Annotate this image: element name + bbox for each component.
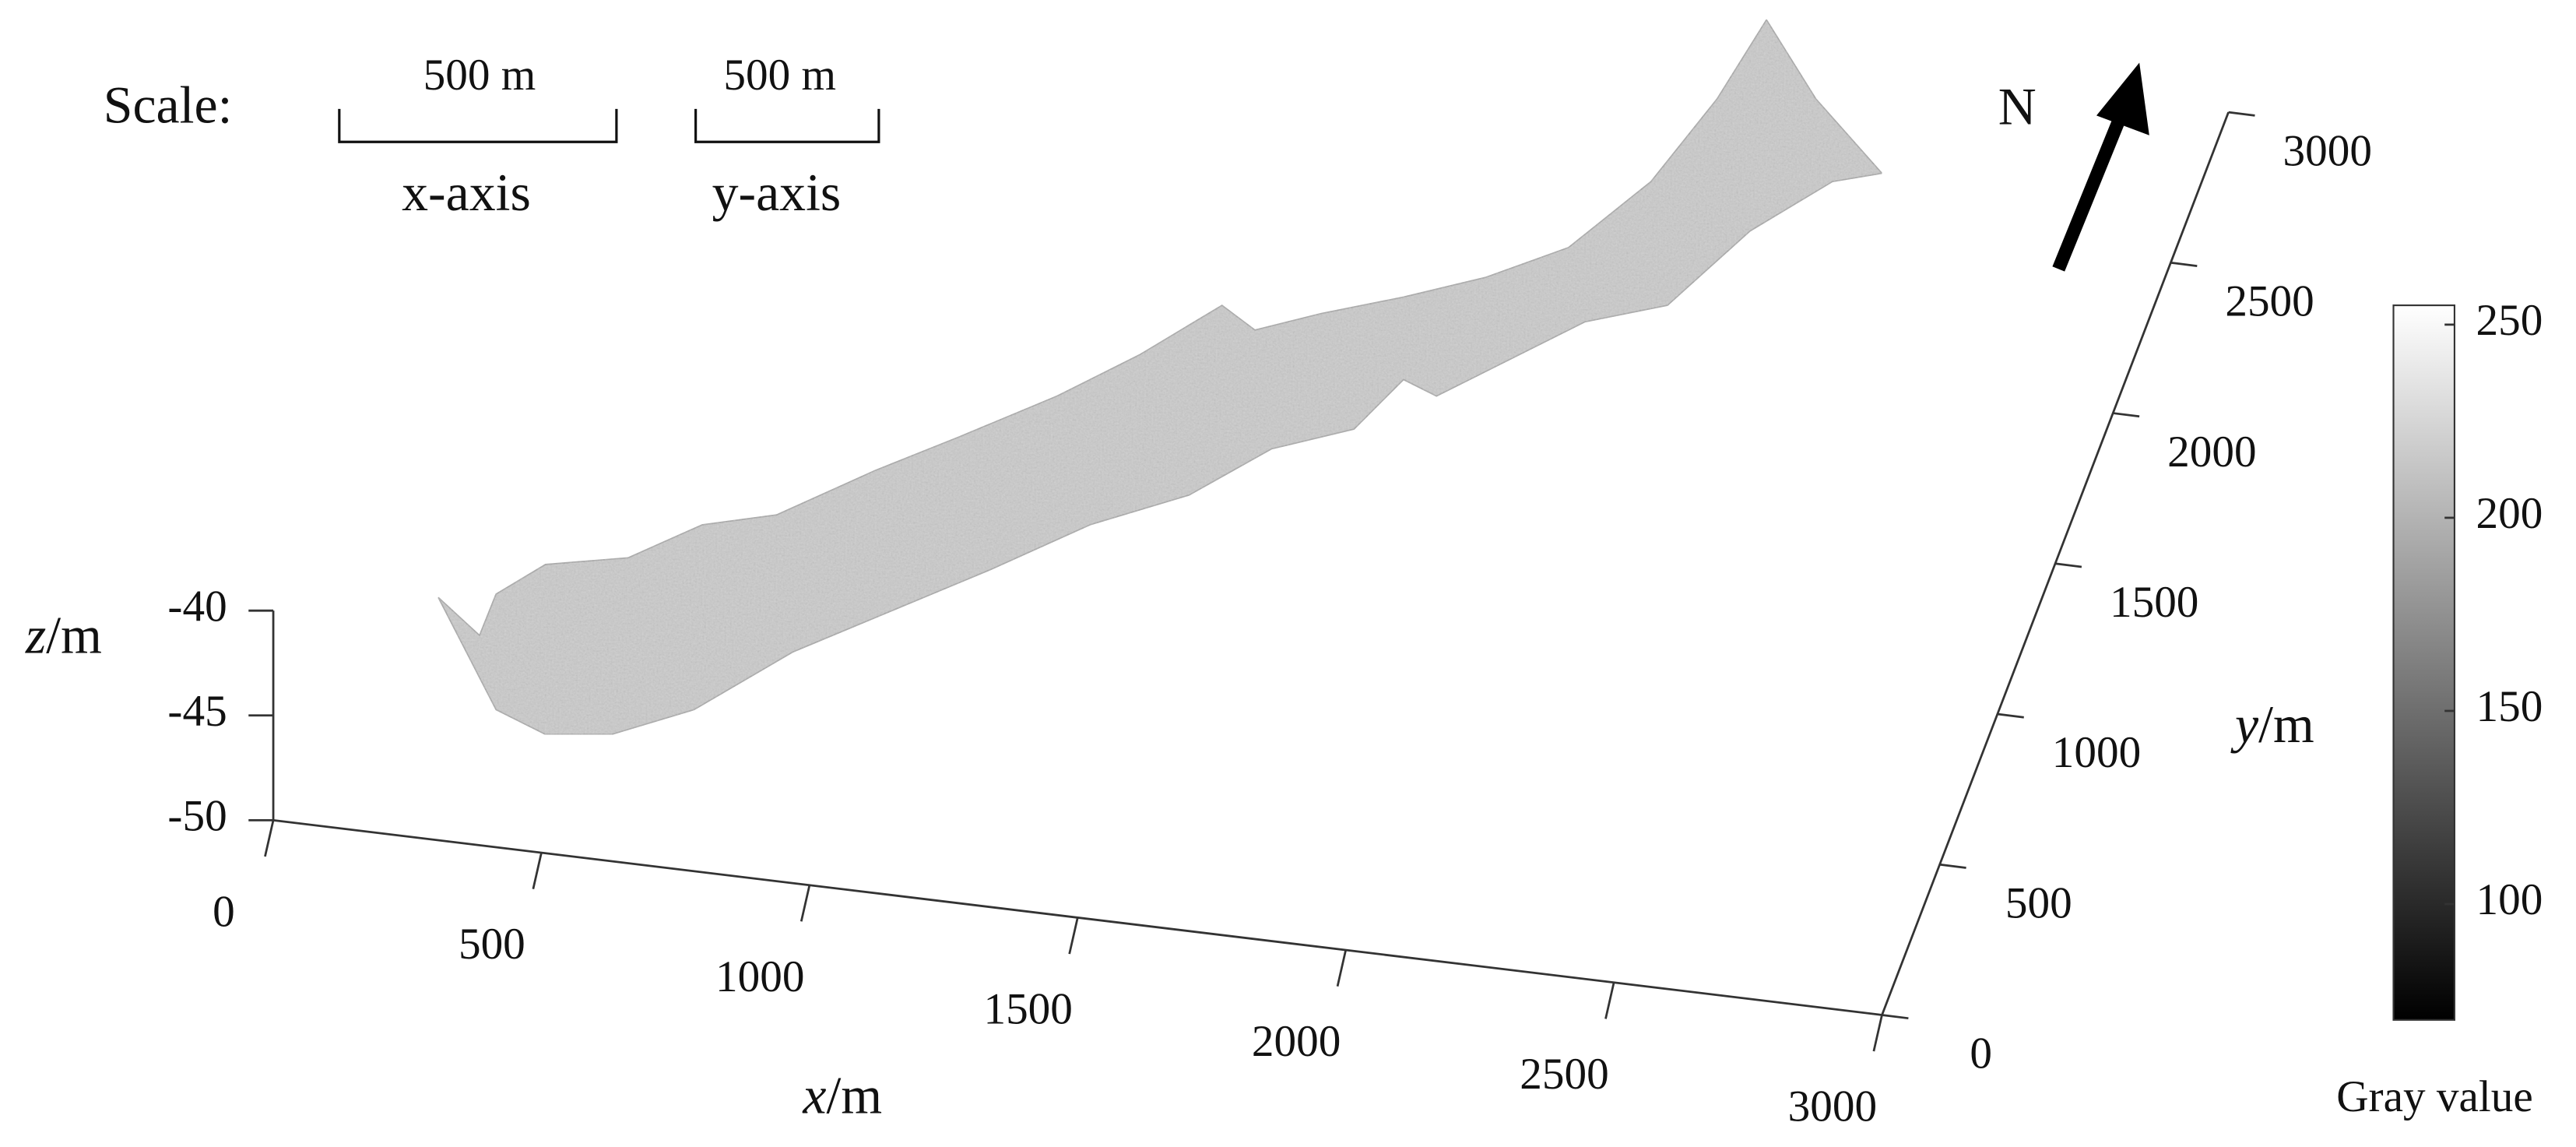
y-tick bbox=[1939, 863, 1966, 869]
y-tick-label: 0 bbox=[1970, 1029, 1992, 1078]
colorbar-tick-label: 100 bbox=[2476, 875, 2543, 924]
x-tick bbox=[1604, 982, 1615, 1019]
y-tick-label: 500 bbox=[2005, 878, 2072, 927]
arrow-shaft bbox=[2052, 116, 2126, 272]
scale-bar: 500 m x-axis bbox=[338, 51, 618, 222]
y-tick-label: 2500 bbox=[2225, 277, 2314, 326]
z-tick-label: -40 bbox=[167, 582, 227, 631]
scale-length: 500 m bbox=[723, 51, 836, 100]
north-arrow: N bbox=[1998, 62, 2149, 272]
scale-bar: 500 m y-axis bbox=[694, 51, 880, 222]
z-tick-label: -45 bbox=[167, 687, 227, 736]
seabed-surface bbox=[438, 18, 1884, 735]
colorbar-tick-label: 150 bbox=[2476, 682, 2543, 731]
x-tick-label: 1500 bbox=[983, 984, 1072, 1033]
x-tick bbox=[1068, 917, 1079, 955]
scale-bar-line bbox=[694, 108, 880, 143]
x-tick bbox=[800, 885, 811, 922]
z-tick-label: -50 bbox=[167, 791, 227, 840]
scale-axis: x-axis bbox=[402, 164, 531, 222]
y-tick-label: 3000 bbox=[2283, 126, 2372, 175]
y-tick bbox=[1882, 1014, 1909, 1020]
y-tick-label: 1000 bbox=[2052, 728, 2141, 777]
scale-bar-line bbox=[338, 108, 618, 143]
x-tick-label: 3000 bbox=[1788, 1082, 1877, 1131]
colorbar-tick-label: 250 bbox=[2476, 296, 2543, 345]
scale-length: 500 m bbox=[423, 51, 536, 100]
y-tick bbox=[1997, 712, 2024, 719]
y-tick bbox=[2228, 111, 2255, 117]
x-tick bbox=[532, 852, 543, 889]
colorbar-tick-label: 200 bbox=[2476, 489, 2543, 538]
x-tick bbox=[1872, 1015, 1883, 1052]
scale-axis: y-axis bbox=[712, 164, 842, 222]
y-tick bbox=[2113, 412, 2140, 418]
x-tick bbox=[1336, 949, 1348, 987]
x-tick-label: 0 bbox=[213, 887, 235, 936]
x-axis-label: x/m bbox=[802, 1066, 882, 1124]
y-tick-label: 1500 bbox=[2110, 578, 2198, 627]
arrow-head bbox=[2096, 62, 2149, 135]
y-tick bbox=[2170, 261, 2198, 267]
scale-label: Scale: bbox=[104, 76, 233, 135]
colorbar-label: Gray value bbox=[2336, 1072, 2533, 1121]
x-tick bbox=[264, 820, 275, 857]
y-tick-label: 2000 bbox=[2167, 427, 2256, 477]
y-tick bbox=[2054, 562, 2082, 568]
x-tick-label: 2000 bbox=[1252, 1017, 1341, 1066]
north-label: N bbox=[1998, 78, 2037, 136]
x-tick-label: 500 bbox=[459, 920, 525, 969]
y-axis-label: y/m bbox=[2230, 695, 2314, 753]
colorbar bbox=[2392, 304, 2455, 1021]
x-tick-label: 2500 bbox=[1520, 1050, 1608, 1099]
x-tick-label: 1000 bbox=[715, 952, 804, 1001]
z-axis-label: z/m bbox=[25, 606, 102, 664]
